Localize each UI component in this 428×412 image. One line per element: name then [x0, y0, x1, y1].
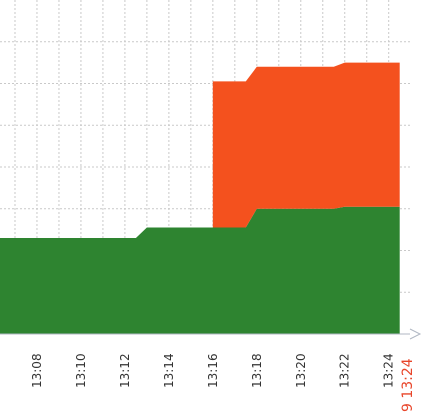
x-axis-arrow-icon: [409, 328, 422, 340]
x-tick-label: 13:22: [338, 353, 352, 388]
area-series: [0, 62, 400, 334]
x-axis-end-label: 9 13:24: [400, 358, 416, 412]
x-axis: [0, 328, 422, 340]
x-tick-label: 13:20: [294, 353, 308, 388]
x-tick-label: 13:18: [250, 353, 264, 388]
x-tick-label: 13:08: [30, 353, 44, 388]
x-tick-label: 13:24: [382, 353, 396, 388]
x-tick-label: 13:12: [118, 353, 132, 388]
x-tick-label: 13:14: [162, 353, 176, 388]
area-series-orange: [212, 62, 400, 228]
area-series-green: [0, 206, 400, 334]
x-tick-label: 13:16: [206, 353, 220, 388]
x-axis-tick-labels: 13:08 13:10 13:12 13:14 13:16 13:18 13:20 13:22…: [30, 353, 396, 388]
x-tick-label: 13:10: [74, 353, 88, 388]
